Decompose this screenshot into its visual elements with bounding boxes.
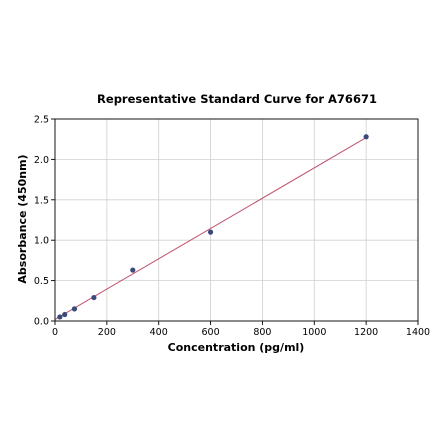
x-axis-label: Concentration (pg/ml)	[168, 341, 305, 354]
data-point	[130, 267, 136, 273]
chart-title: Representative Standard Curve for A76671	[97, 92, 377, 106]
plot-frame	[54, 118, 419, 322]
fit-line	[54, 137, 367, 320]
y-tick-label: 0.5	[34, 276, 49, 287]
data-point	[71, 306, 78, 312]
data-point	[363, 134, 369, 140]
x-tick-label: 0	[52, 327, 58, 338]
y-tick-label: 0.0	[34, 317, 49, 328]
tick-layer: 0 200 400 600 800 1000 1200 1400 0.0 0.5 1.0 1.5 2.0…	[34, 115, 430, 339]
data-point	[62, 311, 68, 318]
fit-layer	[54, 137, 367, 320]
y-tick-label: 1.5	[34, 195, 49, 206]
x-tick-label: 1400	[406, 327, 430, 338]
data-point	[57, 314, 63, 320]
y-tick-label: 1.0	[34, 236, 49, 247]
x-tick-label: 1200	[354, 327, 378, 338]
grid-layer	[54, 118, 419, 322]
data-point	[91, 294, 97, 301]
data-point	[207, 229, 214, 235]
x-tick-label: 800	[253, 327, 271, 338]
y-axis-label: Absorbance (450nm)	[16, 154, 29, 283]
x-tick-label: 200	[98, 327, 116, 338]
x-tick-label: 400	[150, 327, 168, 338]
y-tick-label: 2.5	[34, 115, 49, 126]
point-layer	[57, 134, 369, 320]
y-tick-label: 2.0	[34, 155, 49, 166]
x-tick-label: 600	[202, 327, 220, 338]
x-tick-label: 1000	[302, 327, 326, 338]
